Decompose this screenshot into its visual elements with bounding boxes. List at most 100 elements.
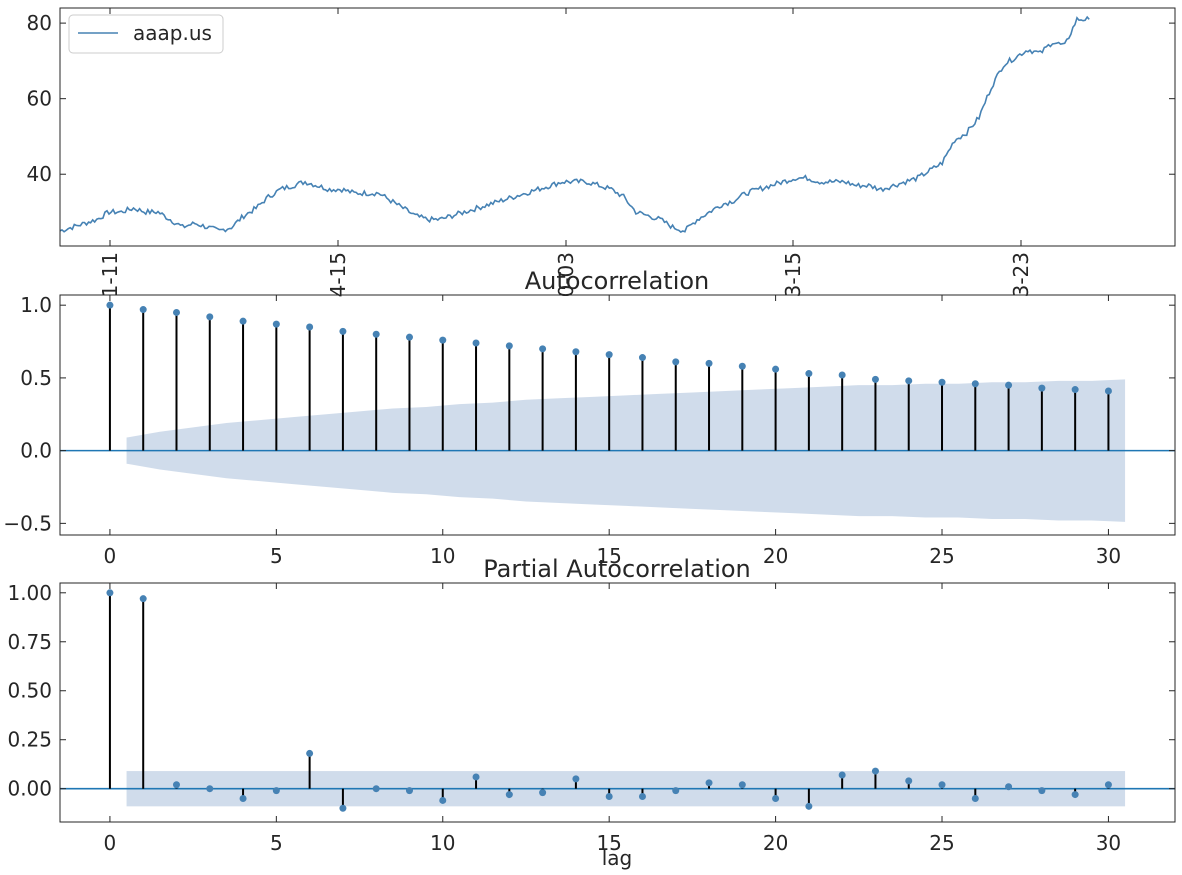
pacf-stems [106,589,1112,812]
pacf-marker [1104,781,1112,789]
acf-marker [838,371,846,379]
acf-marker [106,301,114,309]
pacf-marker [938,781,946,789]
acf-ytick-label: 0.0 [20,439,52,463]
acf-marker [572,348,580,356]
acf-marker [672,358,680,366]
pacf-marker [1071,791,1079,799]
price-xtick-label: 4-15 [326,252,350,297]
acf-marker [539,345,547,353]
pacf-chart: Partial Autocorrelation 0 5 10 15 20 25 30 0.00… [7,555,1176,870]
acf-marker [206,313,214,321]
price-xtick-label: 1-11 [98,252,122,297]
pacf-marker [439,796,447,804]
acf-ytick-label: 1.0 [20,293,52,317]
legend-box [68,14,224,54]
pacf-marker [772,794,780,802]
legend-entry: aaap.us [133,21,212,45]
acf-marker [805,370,813,378]
acf-ytick-label: −0.5 [3,511,52,535]
price-xtick-label: 3-23 [1009,252,1033,297]
pacf-xtick-label: 15 [596,831,621,855]
pacf-marker [1038,787,1046,795]
pacf-marker [738,781,746,789]
acf-title: Autocorrelation [525,267,710,295]
price-chart: 40 60 80 1-11 4-15 0-03 3-15 3-23 aaap.us [27,7,1176,297]
acf-marker [472,339,480,347]
pacf-marker [572,775,580,783]
pacf-xlabel: lag [602,846,633,870]
acf-marker [339,327,347,335]
acf-marker [272,320,280,328]
pacf-marker [871,767,879,775]
acf-marker [139,306,147,314]
price-ytick-label: 40 [27,162,52,186]
pacf-xtick-label: 25 [929,831,954,855]
pacf-marker [605,793,613,801]
price-axis-ticks: 40 60 80 1-11 4-15 0-03 3-15 3-23 [27,8,1175,297]
acf-marker [172,308,180,316]
pacf-marker [239,794,247,802]
pacf-marker [306,749,314,757]
acf-plot-frame [59,294,1176,536]
acf-marker [871,375,879,383]
acf-marker [439,336,447,344]
pacf-marker [638,793,646,801]
pacf-xtick-label: 30 [1096,831,1121,855]
pacf-plot-frame [59,582,1176,823]
pacf-xtick-label: 0 [104,831,117,855]
acf-marker [239,317,247,325]
pacf-marker [505,791,513,799]
pacf-marker [539,789,547,797]
pacf-marker [705,779,713,787]
pacf-xtick-label: 10 [430,831,455,855]
acf-marker [738,362,746,370]
pacf-ytick-label: 1.00 [7,581,52,605]
price-plot-frame [59,7,1176,247]
pacf-marker [1005,783,1013,791]
acf-marker [1038,384,1046,392]
legend: aaap.us [68,14,224,54]
pacf-xtick-label: 20 [763,831,788,855]
pacf-marker [905,777,913,785]
pacf-marker [971,794,979,802]
acf-xtick-label: 0 [104,544,117,568]
pacf-marker [339,804,347,812]
pacf-marker [838,771,846,779]
price-xtick-label: 0-03 [554,252,578,297]
pacf-marker [139,595,147,603]
price-series-line [59,15,1090,233]
acf-marker [405,333,413,341]
pacf-marker [672,787,680,795]
acf-stems [106,301,1112,451]
acf-chart: Autocorrelation 0 5 10 15 20 25 30 −0.5 0.0 0.5 1.… [3,267,1176,568]
acf-xtick-label: 20 [763,544,788,568]
acf-marker [1005,381,1013,389]
pacf-marker [172,781,180,789]
pacf-marker [206,785,214,793]
acf-xtick-label: 30 [1096,544,1121,568]
acf-marker [971,380,979,388]
acf-marker [938,378,946,386]
pacf-marker [805,802,813,810]
acf-axis-ticks: 0 5 10 15 20 25 30 −0.5 0.0 0.5 1.0 [3,293,1175,568]
acf-marker [772,365,780,373]
pacf-marker [472,773,480,781]
pacf-marker [405,787,413,795]
pacf-ytick-label: 0.00 [7,777,52,801]
price-ytick-label: 60 [27,87,52,111]
acf-marker [905,377,913,385]
price-ytick-label: 80 [27,11,52,35]
acf-ytick-label: 0.5 [20,366,52,390]
acf-marker [1071,386,1079,394]
acf-marker [638,354,646,362]
pacf-ytick-label: 0.25 [7,728,52,752]
pacf-marker [106,589,114,597]
pacf-marker [372,785,380,793]
acf-xtick-label: 15 [596,544,621,568]
acf-xtick-label: 25 [929,544,954,568]
acf-marker [372,330,380,338]
pacf-ytick-label: 0.50 [7,679,52,703]
acf-xtick-label: 10 [430,544,455,568]
